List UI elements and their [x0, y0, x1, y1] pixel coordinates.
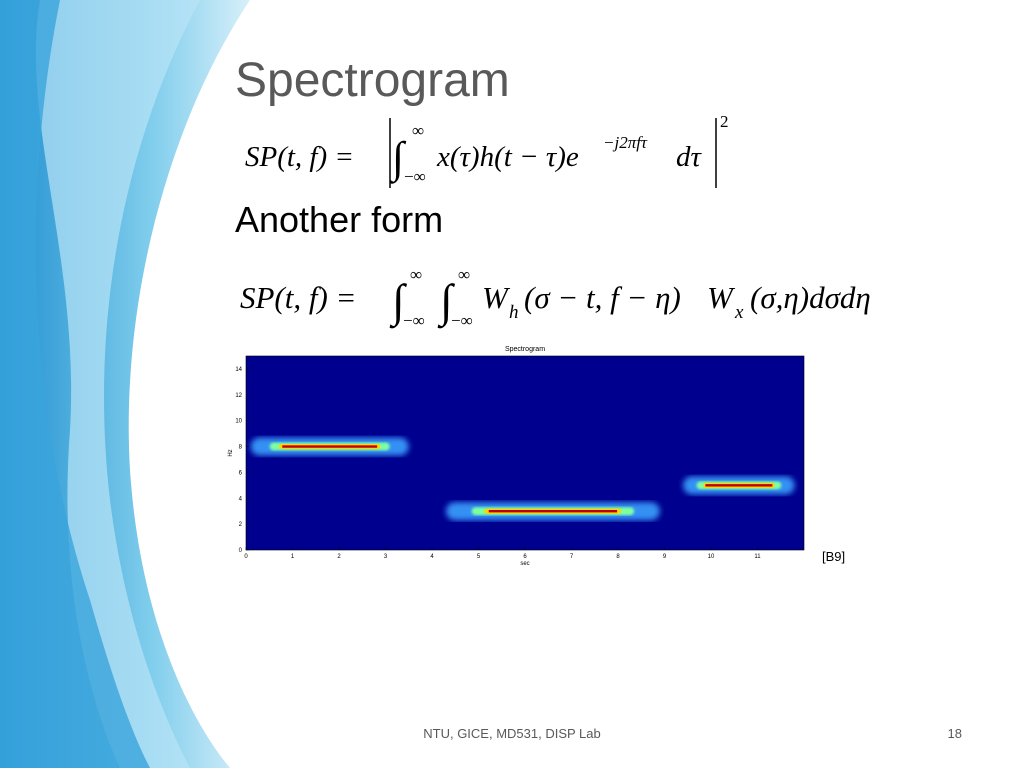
y-tick-label: 6 [239, 470, 243, 476]
y-tick-label: 10 [235, 419, 242, 425]
formula-text: SP(t, f) = [245, 141, 354, 173]
formula-text: W [707, 280, 736, 315]
formula-text: SP(t, f) = [240, 280, 356, 315]
x-tick-label: 3 [384, 554, 388, 560]
formula-1: SP(t, f) = ∫ ∞ −∞ x(τ)h(t − τ)e −j2πfτ d… [245, 112, 729, 188]
x-tick-label: 0 [244, 554, 248, 560]
x-tick-label: 6 [523, 554, 527, 560]
formula-text: (σ − t, f − η) [524, 280, 681, 315]
footer: NTU, GICE, MD531, DISP Lab [423, 726, 601, 741]
x-tick-label: 5 [477, 554, 481, 560]
formula-text: −∞ [403, 311, 425, 330]
y-tick-label: 0 [239, 548, 243, 554]
x-tick-label: 10 [708, 554, 715, 560]
slide-title: Spectrogram [235, 54, 510, 107]
formula-text: ∞ [458, 265, 470, 284]
y-tick-label: 2 [239, 522, 243, 528]
formula-text: W [482, 280, 511, 315]
formula-text: 2 [720, 112, 729, 131]
x-axis-label: sec [520, 561, 529, 567]
x-tick-label: 7 [570, 554, 574, 560]
formula-text: x(τ)h(t − τ)e [436, 141, 579, 173]
band-core [488, 510, 618, 513]
x-tick-label: 9 [663, 554, 667, 560]
x-tick-label: 2 [337, 554, 341, 560]
y-tick-label: 12 [235, 393, 242, 399]
formula-text: ∫ [389, 133, 407, 184]
subtitle: Another form [235, 199, 443, 240]
x-tick-label: 8 [616, 554, 620, 560]
formula-text: ∞ [412, 121, 424, 140]
reference: [B9] [822, 549, 845, 564]
background-swoosh [0, 0, 250, 768]
formula-text: −∞ [451, 311, 473, 330]
formula-text: ∫ [389, 275, 407, 329]
x-tick-label: 11 [754, 554, 761, 560]
spectrogram-chart: 0 1 2 3 4 5 6 7 8 9 10 1102468101214SpectrogramsecH… [228, 346, 805, 567]
y-axis-label: Hz [228, 449, 234, 456]
formula-text: x [734, 302, 744, 323]
formula-2: SP(t, f) = ∫ ∞ −∞ ∫ ∞ −∞ W h (σ − t, f −… [240, 265, 871, 330]
chart-title: Spectrogram [505, 346, 545, 353]
x-tick-label: 4 [430, 554, 434, 560]
y-tick-label: 8 [239, 445, 243, 451]
formula-text: ∞ [410, 265, 422, 284]
formula-text: ∫ [437, 275, 455, 329]
band-core [282, 445, 378, 448]
x-tick-label: 1 [291, 554, 295, 560]
formula-text: (σ,η)dσdη [750, 280, 871, 315]
formula-text: −∞ [404, 167, 426, 186]
page-number: 18 [948, 726, 962, 741]
formula-text: −j2πfτ [603, 133, 648, 152]
y-tick-label: 4 [239, 496, 243, 502]
formula-text: dτ [676, 141, 703, 173]
y-tick-label: 14 [235, 367, 242, 373]
formula-text: h [509, 302, 519, 323]
band-core [705, 484, 773, 487]
